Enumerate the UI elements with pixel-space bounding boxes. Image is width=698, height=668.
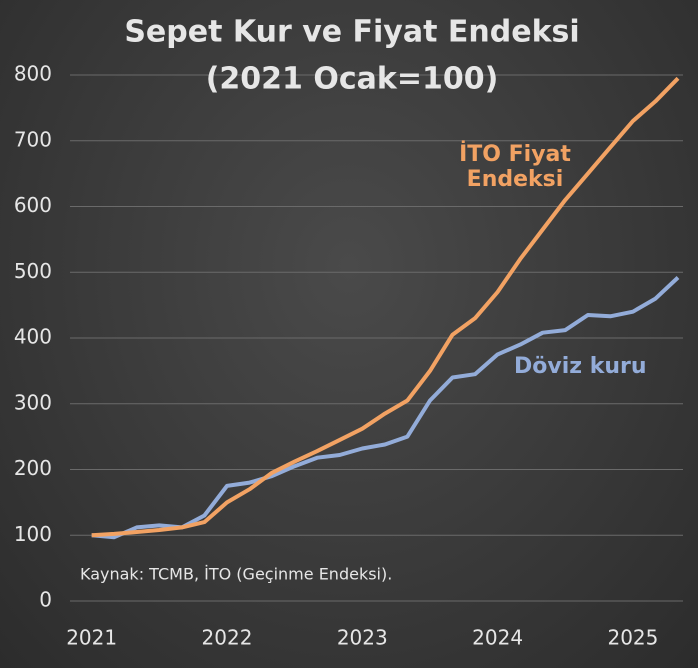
x-tick-label: 2025 — [607, 626, 658, 650]
y-tick-label: 400 — [14, 325, 52, 349]
y-tick-label: 300 — [14, 390, 52, 414]
y-tick-label: 0 — [39, 588, 52, 612]
x-tick-label: 2024 — [472, 626, 523, 650]
x-tick-label: 2021 — [66, 626, 117, 650]
x-tick-label: 2023 — [337, 626, 388, 650]
y-tick-label: 200 — [14, 456, 52, 480]
y-tick-label: 500 — [14, 259, 52, 283]
series-line — [91, 276, 680, 540]
series-line — [91, 76, 680, 538]
y-tick-label: 700 — [14, 127, 52, 151]
y-tick-label: 800 — [14, 62, 52, 86]
series-label: Döviz kuru — [514, 354, 647, 379]
series-label: İTO Fiyat Endeksi — [459, 142, 571, 192]
x-tick-label: 2022 — [202, 626, 253, 650]
chart-subtitle: (2021 Ocak=100) — [206, 62, 499, 97]
y-tick-label: 100 — [14, 522, 52, 546]
source-note: Kaynak: TCMB, İTO (Geçinme Endeksi). — [80, 565, 392, 584]
chart-title: Sepet Kur ve Fiyat Endeksi — [124, 15, 579, 50]
y-tick-label: 600 — [14, 193, 52, 217]
